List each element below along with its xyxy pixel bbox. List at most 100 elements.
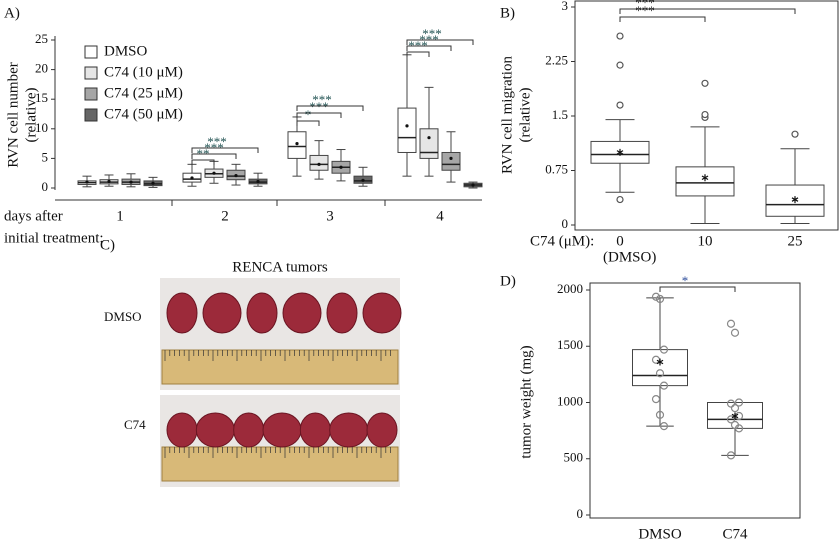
y-tick-label: 3 bbox=[562, 0, 569, 13]
y-tick-label: 15 bbox=[35, 90, 48, 105]
tumor bbox=[195, 412, 235, 448]
outlier bbox=[616, 101, 624, 109]
legend-label: C74 (25 μM) bbox=[104, 85, 183, 101]
mean bbox=[151, 181, 155, 185]
data-point bbox=[730, 404, 740, 413]
data-point bbox=[726, 399, 736, 408]
x-axis-label: days after bbox=[4, 208, 63, 224]
sig-label: *** bbox=[312, 92, 332, 107]
x-tick-label: 0 bbox=[616, 233, 624, 249]
x-axis-note: (DMSO) bbox=[603, 249, 656, 265]
legend-swatch bbox=[84, 66, 98, 80]
y-axis-label: (relative) bbox=[517, 88, 533, 143]
x-tick-label: 10 bbox=[698, 233, 713, 249]
tumor bbox=[262, 412, 302, 448]
outlier bbox=[791, 130, 799, 138]
legend-label: DMSO bbox=[104, 43, 148, 59]
sig-label: * bbox=[305, 107, 312, 122]
tumor bbox=[329, 412, 369, 448]
x-tick-label: 3 bbox=[326, 208, 334, 224]
tumor bbox=[246, 292, 278, 334]
panel-label: C) bbox=[100, 237, 115, 253]
mean bbox=[234, 173, 238, 178]
x-tick-label: 2 bbox=[221, 208, 229, 224]
x-tick-label: 1 bbox=[116, 208, 124, 224]
mean bbox=[317, 162, 321, 166]
panel-label: B) bbox=[500, 5, 515, 21]
mean bbox=[295, 142, 299, 146]
plot-frame bbox=[589, 282, 801, 519]
data-point bbox=[734, 398, 744, 407]
y-tick-label: 1000 bbox=[557, 393, 583, 408]
data-point bbox=[659, 422, 669, 431]
data-point bbox=[726, 319, 736, 328]
outlier bbox=[616, 195, 624, 204]
outlier bbox=[616, 61, 624, 69]
x-axis-label: initial treatment: bbox=[4, 230, 104, 246]
data-point bbox=[651, 395, 661, 404]
y-tick-label: 5 bbox=[42, 149, 49, 164]
mean bbox=[85, 180, 89, 184]
row-label: C74 bbox=[124, 417, 146, 432]
mean bbox=[656, 358, 664, 366]
mean bbox=[405, 124, 409, 128]
mean bbox=[471, 183, 475, 187]
data-point bbox=[655, 410, 665, 419]
outlier bbox=[701, 110, 709, 119]
sig-label: *** bbox=[408, 38, 428, 53]
photo-title: RENCA tumors bbox=[232, 259, 328, 275]
sig-bracket bbox=[619, 16, 706, 22]
box bbox=[419, 128, 439, 159]
tumor bbox=[166, 292, 198, 334]
y-tick-label: 25 bbox=[35, 31, 48, 46]
sig-label: *** bbox=[422, 26, 442, 41]
mean bbox=[361, 178, 365, 182]
row-label: DMSO bbox=[104, 309, 142, 324]
mean bbox=[731, 412, 739, 420]
sig-bracket bbox=[296, 112, 342, 118]
mean bbox=[701, 174, 709, 182]
sig-bracket bbox=[659, 286, 736, 292]
mean bbox=[339, 165, 343, 169]
data-point bbox=[651, 292, 661, 301]
sig-label: ** bbox=[197, 146, 210, 161]
sig-bracket bbox=[406, 39, 474, 45]
y-tick-label: 10 bbox=[35, 120, 48, 135]
outlier bbox=[616, 32, 624, 40]
data-point bbox=[726, 451, 736, 460]
box bbox=[441, 151, 461, 171]
y-tick-label: 20 bbox=[35, 61, 48, 76]
tumor bbox=[166, 412, 198, 448]
tumor bbox=[233, 412, 265, 448]
x-axis-label: C74 (μM): bbox=[530, 233, 594, 249]
sig-bracket bbox=[406, 45, 452, 51]
data-point bbox=[659, 345, 669, 354]
sig-bracket bbox=[296, 105, 364, 111]
sig-label: * bbox=[682, 273, 689, 288]
y-axis-label: (relative) bbox=[23, 88, 39, 143]
y-tick-label: 2.25 bbox=[545, 52, 568, 67]
tumor bbox=[282, 292, 322, 334]
y-tick-label: 0 bbox=[562, 216, 569, 231]
outlier bbox=[701, 79, 709, 87]
data-point bbox=[659, 381, 669, 390]
sig-bracket bbox=[406, 51, 430, 57]
box bbox=[397, 107, 417, 153]
mean bbox=[616, 148, 624, 156]
tumor bbox=[202, 292, 242, 334]
sig-bracket bbox=[296, 120, 320, 126]
y-tick-label: 0.75 bbox=[545, 161, 568, 176]
mean bbox=[212, 171, 216, 175]
legend-label: C74 (10 μM) bbox=[104, 64, 183, 80]
tumor bbox=[299, 412, 331, 448]
mean bbox=[427, 136, 431, 140]
y-tick-label: 2000 bbox=[557, 281, 583, 296]
panel-label: A) bbox=[4, 5, 20, 21]
box bbox=[707, 402, 763, 429]
data-point bbox=[734, 424, 744, 433]
mean bbox=[129, 180, 133, 184]
sig-label: *** bbox=[635, 0, 655, 10]
box bbox=[675, 166, 735, 197]
tumor bbox=[362, 292, 402, 334]
tumor bbox=[366, 412, 398, 448]
